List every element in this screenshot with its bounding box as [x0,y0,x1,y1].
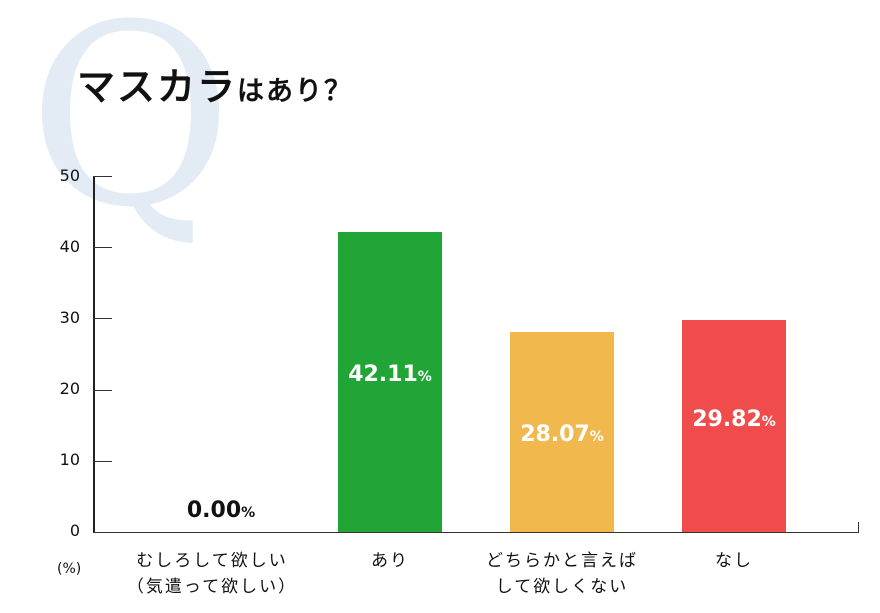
bar-value-label: 29.82% [692,407,776,432]
x-axis [93,531,859,533]
y-tick-40 [93,247,112,249]
y-tick-label-40: 40 [59,237,80,256]
y-axis [93,176,95,533]
bar-value-label: 42.11% [348,362,432,387]
y-tick-30 [93,318,112,320]
y-tick-label-30: 30 [59,308,80,327]
bar-rather-not[interactable] [510,332,614,532]
y-axis-unit: (%) [57,561,82,577]
bar-value-label: 28.07% [520,422,604,447]
y-tick-label-0: 0 [69,521,80,540]
x-axis-end-tick [857,522,859,533]
chart-title: マスカラはあり？ [77,56,353,111]
category-label: なし [715,551,753,571]
y-tick-20 [93,389,112,391]
bar-value-label: 0.00% [186,498,256,523]
bar-ari[interactable] [338,232,442,532]
y-tick-label-20: 20 [59,379,80,398]
y-tick-50 [93,176,112,178]
y-tick-label-10: 10 [59,450,80,469]
category-label: むしろして欲しい （気遣って欲しい） [126,551,298,597]
y-tick-label-50: 50 [59,166,80,185]
chart-title-suffix: はあり？ [237,76,354,107]
chart-title-main: マスカラ [77,65,238,109]
category-label: あり [371,551,409,571]
y-tick-10 [93,460,112,462]
bar-nashi[interactable] [682,320,786,532]
category-label: どちらかと言えば して欲しくない [486,551,638,597]
